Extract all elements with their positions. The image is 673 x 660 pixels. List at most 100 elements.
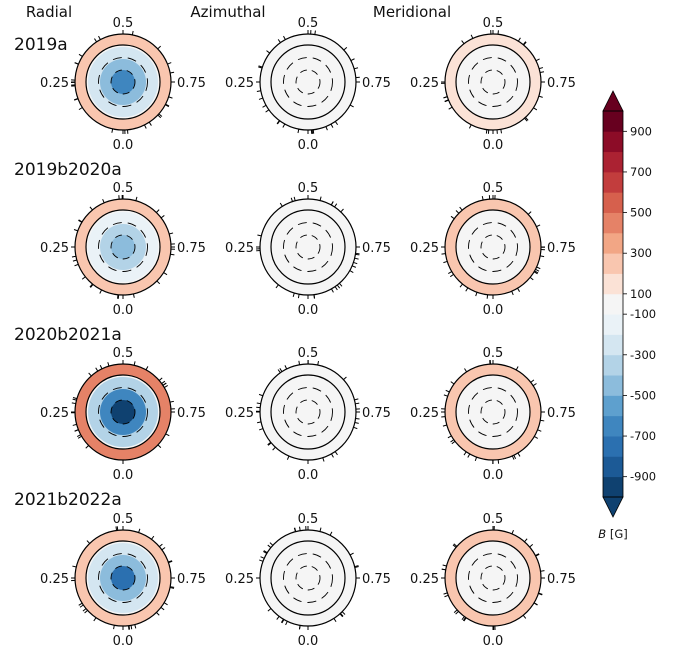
observation-tick	[168, 560, 173, 563]
map-latitude-60	[295, 234, 321, 260]
observation-tick	[475, 292, 478, 297]
phase-label-top: 0.5	[113, 512, 134, 527]
map-equator-circle	[85, 374, 161, 450]
phase-label-top: 0.5	[113, 346, 134, 361]
phase-label-right: 0.75	[547, 406, 576, 421]
observation-tick	[464, 368, 468, 373]
observation-tick	[259, 428, 264, 431]
phase-label-top: 0.5	[483, 181, 504, 196]
observation-tick	[258, 393, 264, 397]
observation-tick	[322, 457, 325, 462]
column-title: Radial	[26, 3, 72, 21]
column-title: Meridional	[373, 3, 451, 21]
phase-label-left: 0.25	[40, 241, 69, 256]
observation-tick	[451, 440, 456, 445]
phase-label-right: 0.75	[177, 241, 206, 256]
observation-tick	[78, 107, 83, 111]
observation-tick	[465, 287, 469, 292]
observation-tick	[299, 526, 301, 531]
observation-tick	[535, 553, 540, 556]
map-equator-circle	[270, 540, 346, 616]
observation-tick	[444, 594, 449, 598]
phase-label-bottom: 0.0	[298, 138, 319, 153]
observation-tick	[113, 625, 115, 630]
observation-tick	[511, 455, 515, 460]
map-pole-zone	[481, 70, 505, 94]
observation-tick	[169, 587, 175, 589]
observation-tick	[158, 113, 163, 117]
phase-label-right: 0.75	[547, 76, 576, 91]
observation-tick	[79, 604, 84, 608]
observation-tick	[272, 446, 276, 451]
observation-tick	[257, 234, 262, 237]
colorbar-segment	[603, 273, 623, 295]
colorbar-extend-top	[602, 90, 624, 112]
stellar-map: 0.5 0.0 0.25 0.75	[40, 181, 206, 318]
observation-tick	[467, 453, 471, 458]
observation-tick	[84, 609, 88, 614]
observation-tick	[325, 126, 328, 131]
observation-tick	[537, 429, 542, 432]
phase-label-top: 0.5	[113, 181, 134, 196]
map-pole-zone	[481, 400, 505, 424]
observation-tick	[277, 120, 281, 125]
observation-tick	[78, 602, 83, 606]
map-equator-circle	[455, 540, 531, 616]
phase-label-left: 0.25	[40, 572, 69, 587]
observation-tick	[86, 540, 91, 544]
observation-tick	[448, 271, 452, 274]
observation-tick	[107, 362, 110, 367]
map-latitude-30	[283, 222, 333, 272]
observation-tick	[534, 436, 539, 439]
phase-label-left: 0.25	[410, 76, 439, 91]
observation-tick	[85, 445, 89, 449]
map-latitude-60	[110, 565, 136, 591]
observation-tick	[160, 215, 165, 219]
observation-tick	[164, 385, 168, 388]
observation-tick	[165, 104, 170, 108]
observation-tick	[468, 124, 472, 129]
colorbar-tick-label: 100	[630, 287, 652, 301]
observation-tick	[133, 361, 136, 366]
observation-tick	[442, 564, 447, 567]
phase-label-bottom: 0.0	[113, 634, 134, 649]
colorbar-segment	[603, 375, 623, 396]
map-equator-circle	[270, 44, 346, 120]
colorbar-segment	[603, 131, 623, 153]
phase-label-top: 0.5	[298, 346, 319, 361]
observation-tick	[340, 208, 344, 213]
map-latitude-60	[295, 399, 321, 425]
observation-tick	[276, 120, 280, 125]
observation-tick	[317, 360, 320, 366]
observation-tick	[511, 291, 514, 296]
observation-tick	[74, 62, 79, 65]
colorbar-segment	[603, 212, 623, 234]
observation-tick	[157, 45, 161, 50]
observation-tick	[163, 272, 168, 276]
phase-label-left: 0.25	[225, 241, 254, 256]
phase-label-right: 0.75	[362, 76, 391, 91]
phase-label-right: 0.75	[362, 241, 391, 256]
observation-tick	[267, 441, 272, 446]
observation-tick	[276, 616, 280, 620]
map-latitude-60	[295, 69, 321, 95]
colorbar-segment	[603, 253, 623, 274]
observation-tick	[459, 206, 463, 211]
phase-label-top: 0.5	[113, 16, 134, 31]
observation-tick	[161, 380, 166, 384]
observation-tick	[162, 382, 167, 386]
phase-label-bottom: 0.0	[483, 634, 504, 649]
observation-tick	[99, 365, 103, 370]
phase-label-right: 0.75	[547, 572, 576, 587]
observation-tick	[331, 453, 334, 458]
observation-tick	[455, 610, 459, 615]
phase-label-top: 0.5	[483, 16, 504, 31]
observation-tick	[349, 104, 354, 108]
observation-tick	[294, 527, 297, 532]
phase-label-top: 0.5	[298, 181, 319, 196]
observation-tick	[351, 265, 357, 268]
observation-tick	[443, 260, 448, 264]
observation-tick	[298, 360, 301, 365]
observation-tick	[89, 206, 93, 211]
